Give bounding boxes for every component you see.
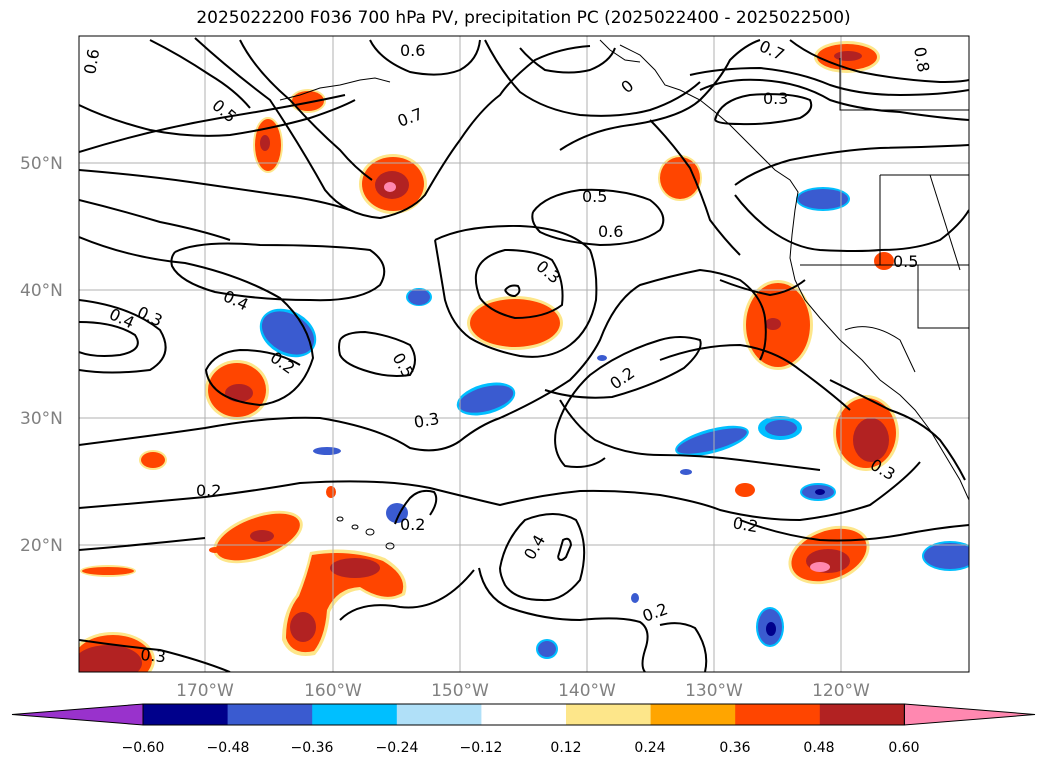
figure-title: 2025022200 F036 700 hPa PV, precipitatio… bbox=[196, 8, 851, 28]
contour-label: 0.8 bbox=[910, 45, 933, 73]
contour-label: 0.6 bbox=[598, 222, 623, 241]
colorbar-tick-label: 0.60 bbox=[888, 740, 919, 756]
colorbar-tick-label: −0.12 bbox=[460, 740, 503, 756]
colorbar-tick-label: −0.36 bbox=[291, 740, 334, 756]
lat-label: 20°N bbox=[20, 536, 63, 556]
colorbar-ticks: −0.60 −0.48 −0.36 −0.24 −0.12 0.12 0.24 … bbox=[122, 740, 920, 756]
precip-blob-4 bbox=[467, 296, 563, 350]
lon-label: 130°W bbox=[685, 681, 743, 701]
contour-label: 0.5 bbox=[893, 252, 918, 271]
colorbar-tick-label: −0.60 bbox=[122, 740, 165, 756]
colorbar-extend-left bbox=[11, 703, 144, 726]
contour-label: 0.2 bbox=[400, 515, 425, 534]
lon-label: 120°W bbox=[812, 681, 870, 701]
neg-blob-9 bbox=[922, 541, 969, 571]
lat-label: 50°N bbox=[20, 154, 63, 174]
precip-blob-2 bbox=[253, 117, 283, 173]
colorbar-segments bbox=[11, 703, 1036, 726]
precip-blob-1 bbox=[359, 154, 427, 214]
contour-label: 0.3 bbox=[140, 645, 167, 666]
neg-blob-2 bbox=[406, 288, 432, 306]
colorbar-segment bbox=[227, 704, 313, 725]
lon-label: 160°W bbox=[304, 681, 362, 701]
colorbar-segment bbox=[566, 704, 652, 725]
contour-label: 0.2 bbox=[731, 513, 759, 536]
colorbar-tick-label: −0.24 bbox=[376, 740, 419, 756]
contour-label: 0.6 bbox=[80, 47, 103, 75]
colorbar-segment bbox=[481, 704, 567, 725]
neg-blob-7 bbox=[800, 483, 836, 501]
lat-label: 30°N bbox=[20, 409, 63, 429]
colorbar-segment bbox=[650, 704, 736, 725]
colorbar-segment bbox=[735, 704, 821, 725]
contour-label: 0.3 bbox=[412, 409, 440, 432]
lat-label: 40°N bbox=[20, 281, 63, 301]
lon-label: 150°W bbox=[431, 681, 489, 701]
contour-label: 0.2 bbox=[196, 481, 221, 500]
coastlines bbox=[279, 39, 969, 501]
contour-label: 0.5 bbox=[582, 187, 607, 206]
colorbar-tick-label: −0.48 bbox=[207, 740, 250, 756]
neg-blob-4 bbox=[796, 187, 850, 211]
map-frame bbox=[78, 35, 970, 673]
colorbar-segment bbox=[143, 704, 229, 725]
colorbar-segment bbox=[312, 704, 398, 725]
colorbar-tick-label: 0.36 bbox=[719, 740, 750, 756]
contour-label: 0.6 bbox=[400, 41, 425, 60]
contour-label: 0.3 bbox=[763, 89, 788, 108]
colorbar-extend-right bbox=[903, 703, 1036, 726]
hawaii-islands bbox=[336, 516, 395, 550]
precip-blob-9 bbox=[833, 395, 899, 471]
neg-blob-3 bbox=[456, 382, 516, 416]
neg-blob-8 bbox=[756, 607, 784, 647]
pv-contours bbox=[79, 37, 969, 672]
colorbar-tick-label: 0.24 bbox=[634, 740, 665, 756]
longitude-labels: 170°W 160°W 150°W 140°W 130°W 120°W bbox=[176, 681, 870, 701]
colorbar-tick-label: 0.48 bbox=[803, 740, 834, 756]
precip-blob-11 bbox=[282, 549, 407, 656]
precip-blob-10 bbox=[213, 510, 303, 564]
neg-blob-5 bbox=[675, 425, 749, 457]
precip-blob-8 bbox=[205, 360, 269, 420]
lon-label: 140°W bbox=[558, 681, 616, 701]
colorbar-segment bbox=[396, 704, 482, 725]
neg-blob-6 bbox=[758, 416, 802, 440]
colorbar-tick-label: 0.12 bbox=[550, 740, 581, 756]
colorbar-segment bbox=[819, 704, 905, 725]
latitude-labels: 50°N 40°N 30°N 20°N bbox=[20, 154, 63, 556]
grid-lines bbox=[79, 36, 969, 672]
colorbar-outline bbox=[142, 703, 905, 726]
colorbar: −0.60 −0.48 −0.36 −0.24 −0.12 0.12 0.24 … bbox=[11, 703, 1036, 756]
lon-label: 170°W bbox=[176, 681, 234, 701]
